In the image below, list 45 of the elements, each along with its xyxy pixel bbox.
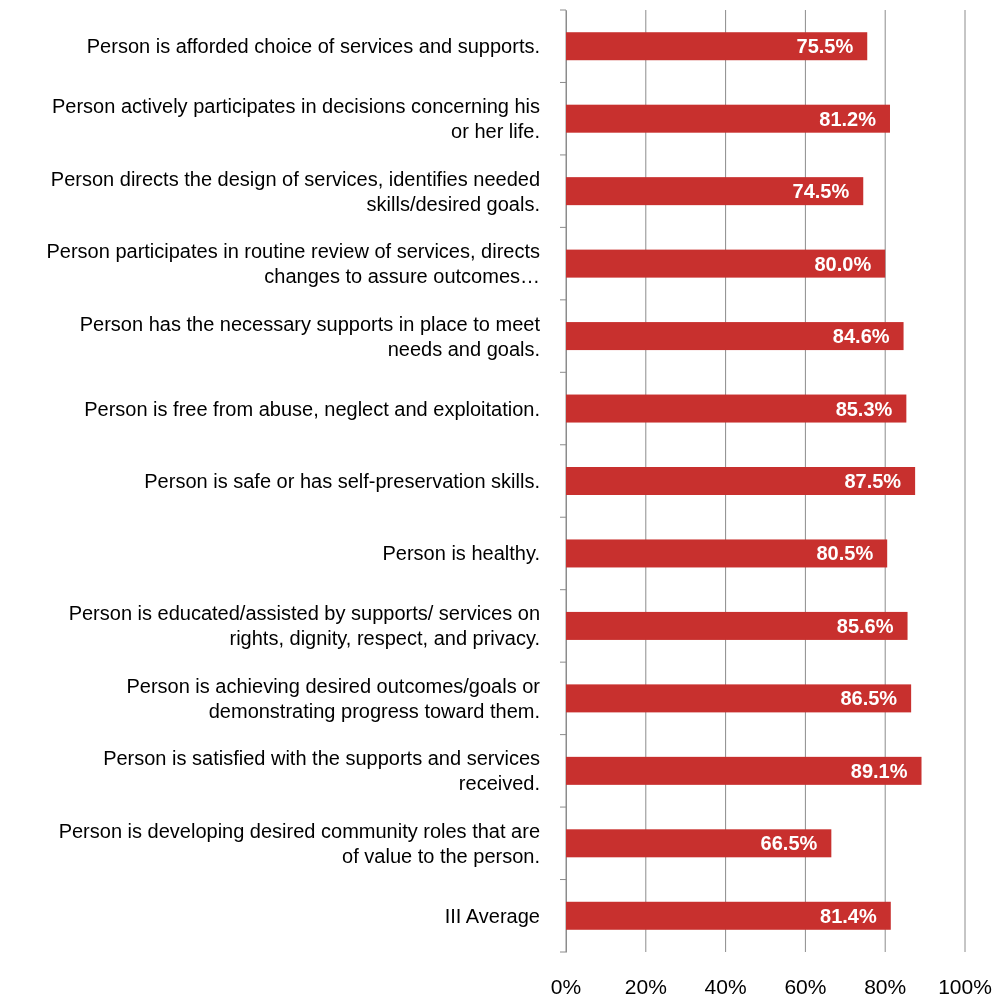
data-label: 66.5% — [760, 832, 818, 855]
x-tick-label: 80% — [864, 975, 907, 998]
bar — [566, 394, 907, 423]
y-tick-label: Person is educated/assisted by supports/ services on rights, dignity, respect, and privacy. — [68, 602, 540, 650]
data-label: 80.0% — [814, 252, 872, 275]
bar — [566, 32, 868, 61]
y-tick-label: Person is developing desired community roles that are of value to the person. — [58, 819, 540, 867]
bar — [566, 104, 890, 133]
data-label: 81.2% — [819, 107, 877, 130]
bar — [566, 249, 886, 278]
x-tick-label: 20% — [624, 975, 667, 998]
bar — [566, 684, 912, 713]
y-tick-label: Person participates in routine review of services, directs changes to assure outcomes… — [46, 240, 540, 288]
bar — [566, 467, 916, 495]
y-tick-label: Person is safe or has self-preservation skills. — [144, 470, 540, 492]
data-label: 87.5% — [844, 470, 902, 492]
data-label: 84.6% — [832, 325, 890, 348]
data-label: 81.4% — [820, 904, 877, 927]
x-tick-label: 40% — [704, 975, 747, 998]
bar — [566, 756, 922, 785]
bar — [566, 611, 908, 640]
y-tick-label: Person is afforded choice of services and supports. — [86, 35, 540, 58]
y-tick-label: Person is satisfied with the supports and services received. — [103, 747, 540, 795]
data-label: 80.5% — [816, 542, 874, 565]
data-label: 75.5% — [796, 35, 854, 58]
data-label: 74.5% — [792, 180, 850, 203]
bar — [566, 539, 888, 568]
y-tick-label: III Average — [444, 904, 540, 927]
bar — [566, 901, 891, 930]
y-tick-label: Person is free from abuse, neglect and exploitation. — [84, 397, 540, 420]
y-tick-label: Person has the necessary supports in place to meet needs and goals. — [79, 312, 541, 360]
y-tick-label: Person directs the design of services, identifies needed skills/desired goals. — [50, 167, 540, 215]
data-label: 89.1% — [850, 759, 908, 782]
data-label: 85.6% — [836, 614, 894, 637]
bar — [566, 177, 864, 206]
x-tick-label: 0% — [550, 975, 582, 998]
y-tick-label: Person is achieving desired outcomes/goals or demonstrating progress toward them. — [126, 674, 541, 722]
data-label: 86.5% — [840, 687, 898, 710]
x-tick-label: 100% — [938, 975, 992, 998]
y-tick-label: Person is healthy. — [382, 542, 540, 565]
x-tick-label: 60% — [784, 975, 827, 998]
data-label: 85.3% — [835, 397, 893, 420]
y-tick-label: Person actively participates in decisions concerning his or her life. — [51, 95, 540, 143]
bar — [566, 829, 832, 858]
bar — [566, 322, 904, 351]
